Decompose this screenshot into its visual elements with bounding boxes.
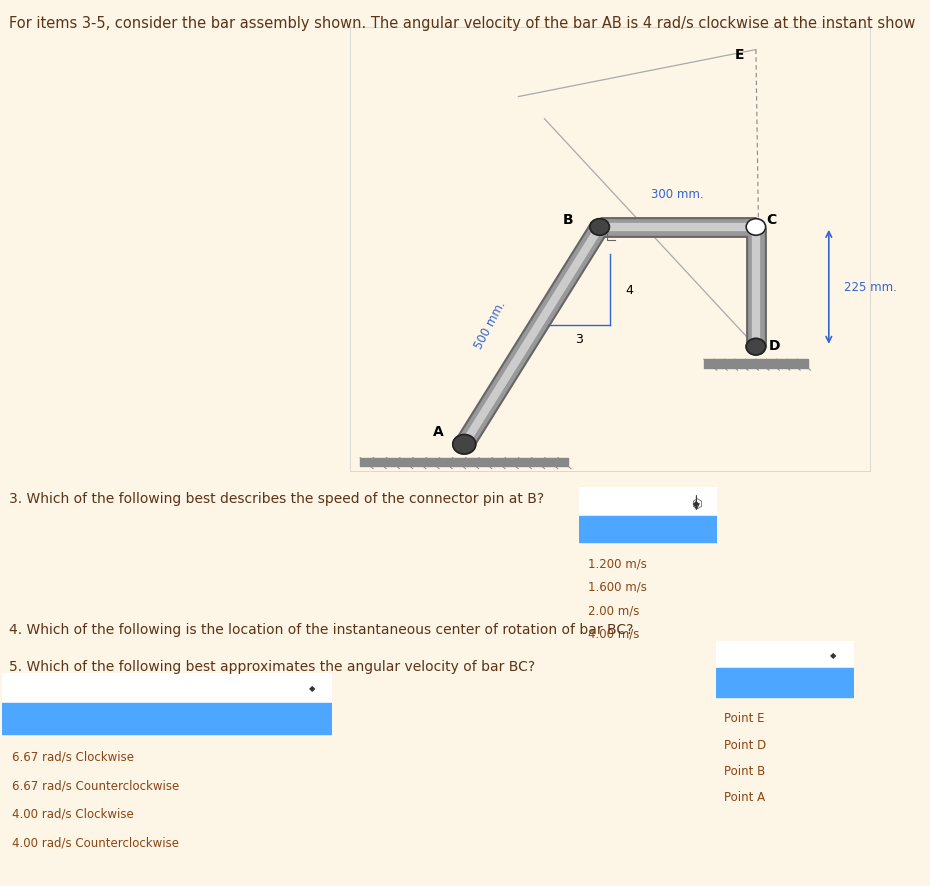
Text: 6.67 rad/s Clockwise: 6.67 rad/s Clockwise: [12, 750, 134, 763]
Text: B: B: [564, 213, 574, 226]
Text: ◆: ◆: [309, 684, 315, 693]
Bar: [579, 517, 717, 543]
Bar: [716, 641, 854, 669]
Circle shape: [746, 220, 765, 236]
Text: 3: 3: [575, 333, 583, 346]
Text: C: C: [766, 213, 777, 226]
Text: Point D: Point D: [724, 738, 766, 750]
Text: 1.200 m/s: 1.200 m/s: [588, 556, 646, 570]
Text: ◆: ◆: [693, 499, 699, 508]
Text: 500 mm.: 500 mm.: [472, 298, 508, 351]
Text: Point A: Point A: [724, 790, 765, 804]
Text: 2.00 m/s: 2.00 m/s: [588, 603, 639, 617]
Text: 4.00 rad/s Clockwise: 4.00 rad/s Clockwise: [12, 807, 134, 820]
Circle shape: [453, 435, 476, 455]
Text: 4.00 rad/s Counterclockwise: 4.00 rad/s Counterclockwise: [12, 835, 179, 848]
Circle shape: [746, 339, 765, 355]
Text: 4. Which of the following is the location of the instantaneous center of rotatio: 4. Which of the following is the locatio…: [9, 622, 633, 636]
Text: 4.00 m/s: 4.00 m/s: [588, 627, 639, 640]
Bar: [2, 703, 332, 734]
Text: 3. Which of the following best describes the speed of the connector pin at B?: 3. Which of the following best describes…: [9, 492, 544, 506]
Text: Point E: Point E: [724, 711, 764, 725]
Circle shape: [590, 220, 609, 236]
Text: E: E: [735, 49, 745, 62]
Bar: [716, 669, 854, 697]
Text: 225 mm.: 225 mm.: [844, 281, 897, 294]
Text: Point B: Point B: [724, 764, 765, 777]
Text: A: A: [433, 425, 444, 439]
Bar: [579, 487, 717, 517]
Text: 5. Which of the following best approximates the angular velocity of bar BC?: 5. Which of the following best approxima…: [9, 659, 536, 673]
Text: ◆: ◆: [830, 650, 836, 659]
Text: 1.600 m/s: 1.600 m/s: [588, 580, 646, 594]
Text: D: D: [769, 338, 780, 353]
Bar: [2, 673, 332, 703]
Text: 4: 4: [626, 284, 633, 296]
Text: ⬡: ⬡: [691, 497, 702, 509]
Text: 300 mm.: 300 mm.: [652, 188, 704, 201]
Text: 6.67 rad/s Counterclockwise: 6.67 rad/s Counterclockwise: [12, 778, 179, 791]
Text: For items 3-5, consider the bar assembly shown. The angular velocity of the bar : For items 3-5, consider the bar assembly…: [9, 16, 916, 31]
